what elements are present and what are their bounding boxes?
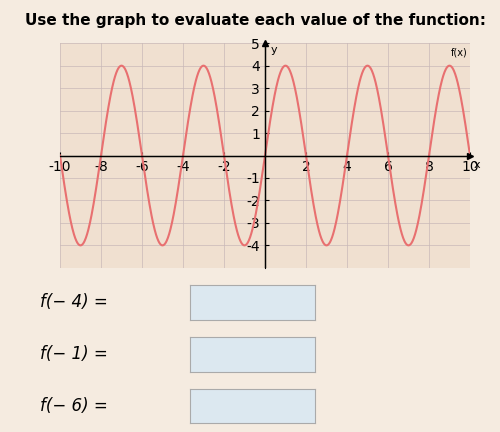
Text: y: y (271, 45, 278, 55)
Text: f(− 1) =: f(− 1) = (40, 345, 108, 363)
Text: f(− 6) =: f(− 6) = (40, 397, 108, 415)
Text: f(x): f(x) (451, 48, 468, 58)
Text: f(− 4) =: f(− 4) = (40, 293, 108, 311)
Text: x: x (474, 159, 480, 169)
Text: Use the graph to evaluate each value of the function:: Use the graph to evaluate each value of … (25, 13, 486, 28)
